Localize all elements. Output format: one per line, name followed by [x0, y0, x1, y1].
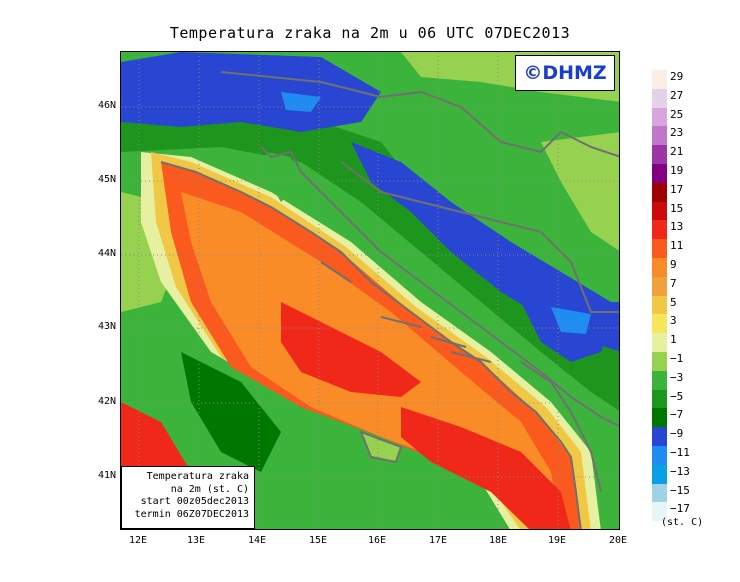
lat-tick: 45N: [97, 174, 116, 185]
legend-swatch: [652, 201, 667, 221]
border-south: [520, 361, 602, 493]
legend-swatch: [652, 314, 667, 334]
legend-label: 15: [670, 201, 684, 215]
legend-swatch: [652, 295, 667, 315]
legend-swatch: [652, 164, 667, 183]
temperature-map: [120, 51, 620, 530]
info-line: termin 06Z07DEC2013: [134, 508, 249, 520]
sea-hot-core: [281, 302, 421, 397]
legend-label: −15: [670, 483, 690, 497]
legend-label: 19: [670, 164, 684, 177]
legend-label: 7: [670, 276, 677, 290]
island-4: [450, 351, 492, 363]
lon-tick: 17E: [428, 535, 448, 546]
legend-label: 29: [670, 70, 684, 83]
info-line: Temperatura zraka: [146, 471, 249, 482]
land-dark-band: [181, 352, 281, 472]
legend-swatch: [652, 107, 667, 127]
legend-swatch: [652, 126, 667, 146]
legend-label: −9: [670, 427, 684, 441]
island-3: [430, 336, 467, 348]
legend-swatch: [652, 333, 667, 352]
legend-swatch: [652, 239, 667, 258]
cold-zone: [351, 142, 619, 352]
legend-swatch: [652, 483, 667, 503]
legend-swatch: [652, 464, 667, 484]
legend-swatch: [652, 182, 667, 202]
lon-tick: 13E: [186, 535, 206, 546]
legend-label: −11: [670, 446, 690, 459]
lat-tick: 43N: [97, 321, 116, 332]
legend-swatch: [652, 502, 667, 522]
lat-tick: 42N: [97, 396, 116, 407]
legend-label: −17: [670, 502, 690, 516]
info-box: Temperatura zraka na 2m (st. C) start 00…: [121, 466, 255, 529]
lon-tick: 18E: [488, 535, 508, 546]
lat-tick: 41N: [97, 470, 116, 481]
legend-swatch: [652, 370, 667, 390]
legend-swatch: [652, 446, 667, 465]
legend-label: −1: [670, 352, 684, 365]
lat-tick: 44N: [97, 248, 116, 259]
lon-tick: 12E: [128, 535, 148, 546]
legend-label: −7: [670, 408, 684, 422]
cold-zone: [121, 52, 381, 132]
legend-swatch: [652, 408, 667, 428]
sea-hot-core: [401, 407, 571, 529]
legend-label: 3: [670, 314, 677, 328]
legend-label: 1: [670, 333, 677, 347]
legend-swatch: [652, 145, 667, 164]
border-north: [220, 71, 619, 158]
legend-swatch: [652, 220, 667, 240]
coastline-east: [260, 146, 619, 428]
gargano-outline: [360, 431, 402, 463]
colder-zone: [281, 92, 321, 112]
lon-tick: 19E: [547, 535, 567, 546]
map-title: Temperatura zraka na 2m u 06 UTC 07DEC20…: [169, 24, 571, 42]
legend-label: 21: [670, 145, 684, 159]
legend-swatch: [652, 276, 667, 296]
temperature-field: [121, 52, 619, 529]
land-light-patch: [541, 132, 619, 251]
legend-label: −5: [670, 389, 684, 403]
legend-label: 11: [670, 239, 684, 253]
legend-label: 9: [670, 258, 677, 271]
info-line: start 00z05dec2013: [140, 496, 249, 507]
lat-tick: 46N: [97, 100, 116, 111]
dhmz-watermark: ©DHMZ: [515, 55, 615, 91]
legend-label: −3: [670, 370, 684, 384]
lon-tick: 15E: [308, 535, 328, 546]
legend-label: 17: [670, 182, 684, 196]
colder-zone: [551, 307, 591, 334]
info-line: na 2m (st. C): [170, 483, 249, 495]
legend-label: −13: [670, 464, 690, 478]
legend-label: 5: [670, 295, 677, 309]
legend-swatch: [652, 258, 667, 277]
lon-tick: 16E: [367, 535, 387, 546]
legend-swatch: [652, 352, 667, 371]
legend-swatch: [652, 70, 667, 89]
border-inland: [340, 161, 619, 313]
lon-tick: 14E: [247, 535, 267, 546]
island-1: [320, 261, 352, 283]
legend-label: 23: [670, 126, 684, 140]
legend-label: 25: [670, 107, 684, 121]
country-borders: [160, 71, 619, 529]
legend-units: (st. C): [661, 517, 704, 528]
istria-peninsula: [266, 152, 296, 202]
legend-label: 13: [670, 220, 684, 234]
legend-swatch: [652, 389, 667, 409]
lon-tick: 20E: [608, 535, 628, 546]
graticule: [121, 52, 619, 529]
coastline-italy: [160, 161, 582, 529]
legend-label: 27: [670, 88, 684, 102]
island-2: [380, 316, 422, 328]
legend-swatch: [652, 88, 667, 108]
legend-swatch: [652, 427, 667, 446]
